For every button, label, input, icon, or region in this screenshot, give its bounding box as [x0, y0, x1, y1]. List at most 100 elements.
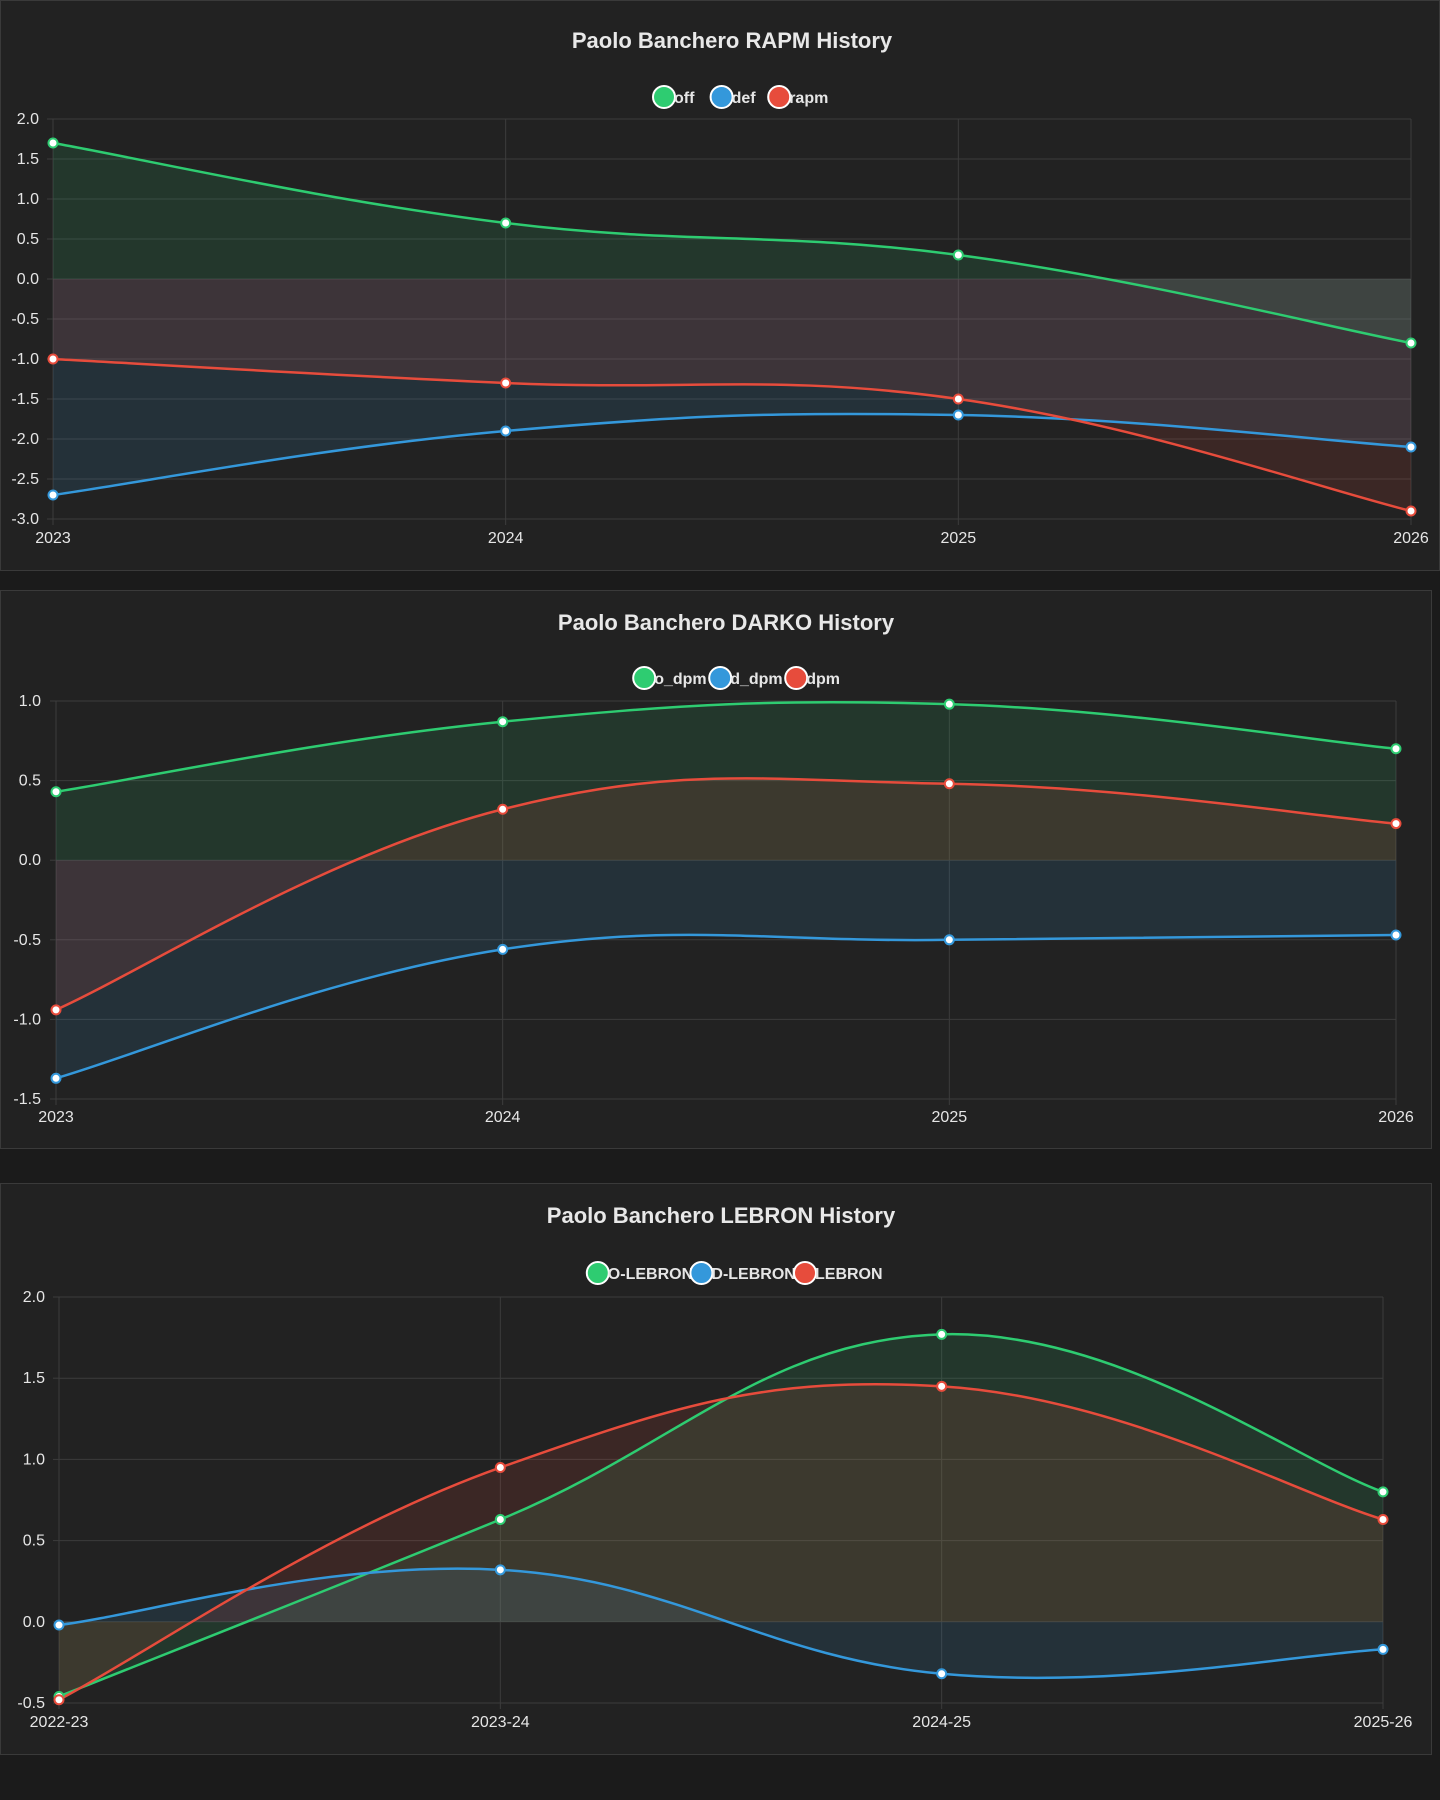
y-tick-label: 1.0: [19, 693, 41, 710]
data-point-o_dpm: [943, 698, 955, 710]
x-tick-label: 2026: [1393, 530, 1429, 547]
x-tick-label: 2023: [35, 530, 71, 547]
legend-item-o_dpm: o_dpm: [632, 666, 707, 690]
darko-chart: Paolo Banchero DARKO History o_dpm d_dpm dp…: [13, 610, 1414, 1126]
data-point-dpm: [497, 803, 509, 815]
chart-title: Paolo Banchero RAPM History: [572, 28, 893, 53]
series-line-def: [52, 412, 1412, 497]
legend-label: O-LEBRON: [608, 1266, 693, 1283]
chart-title: Paolo Banchero DARKO History: [558, 610, 895, 635]
legend-label: D-LEBRON: [711, 1266, 795, 1283]
data-point-rapm: [952, 393, 964, 405]
data-point-dpm: [1390, 818, 1402, 830]
x-tick-label: 2026: [1378, 1109, 1414, 1126]
series-line-o_dpm: [55, 700, 1397, 793]
y-tick-label: -0.5: [13, 932, 41, 949]
legend-swatch: [708, 666, 733, 690]
legend-swatch: [793, 1261, 817, 1285]
y-tick-label: 1.5: [23, 1370, 45, 1387]
y-tick-label: 0.0: [23, 1614, 45, 1631]
series-area-dpm: [56, 778, 1396, 1010]
y-tick-label: -1.5: [11, 391, 39, 408]
chart-title: Paolo Banchero LEBRON History: [547, 1203, 896, 1228]
series-area-off: [53, 143, 1411, 343]
rapm-chart: Paolo Banchero RAPM History off def rapm 2.0…: [11, 28, 1429, 547]
y-tick-label: -0.5: [17, 1695, 45, 1712]
data-point-o-lebron: [1377, 1486, 1389, 1498]
legend-swatch: [585, 1261, 610, 1285]
data-point-o_dpm: [1390, 743, 1402, 755]
legend: off def rapm: [652, 85, 828, 109]
y-tick-label: 0.5: [17, 231, 39, 248]
x-tick-label: 2023-24: [471, 1714, 530, 1731]
legend-swatch: [709, 85, 734, 109]
data-point-rapm: [47, 353, 59, 365]
y-tick-label: 0.5: [23, 1533, 45, 1550]
data-point-d-lebron: [53, 1619, 65, 1631]
legend-label: LEBRON: [815, 1266, 883, 1283]
data-point-def: [47, 489, 59, 501]
y-tick-label: -1.0: [11, 351, 39, 368]
data-point-d_dpm: [1390, 929, 1402, 941]
data-point-d-lebron: [494, 1564, 506, 1576]
legend-label: off: [674, 90, 695, 107]
data-point-off: [47, 137, 59, 149]
data-point-d-lebron: [1377, 1643, 1389, 1655]
data-point-def: [500, 425, 512, 437]
y-tick-label: 0.0: [17, 271, 39, 288]
series-area-o-lebron: [59, 1334, 1383, 1697]
data-point-rapm: [500, 377, 512, 389]
data-point-d_dpm: [943, 934, 955, 946]
data-point-dpm: [50, 1004, 62, 1016]
series-area-d-lebron: [59, 1568, 1383, 1678]
legend-item-dpm: dpm: [784, 666, 840, 690]
data-point-d_dpm: [497, 943, 509, 955]
x-tick-label: 2024-25: [912, 1714, 971, 1731]
y-tick-label: 1.0: [17, 191, 39, 208]
rapm-chart-panel: Paolo Banchero RAPM History off def rapm 2.0…: [0, 0, 1440, 571]
y-tick-label: 2.0: [23, 1289, 45, 1306]
x-tick-label: 2025: [932, 1109, 968, 1126]
lebron-chart-panel: Paolo Banchero LEBRON History O-LEBRON D-L…: [0, 1183, 1432, 1755]
legend-label: dpm: [806, 671, 840, 688]
y-tick-label: -1.5: [13, 1091, 41, 1108]
legend-label: rapm: [789, 90, 828, 107]
data-point-lebron: [53, 1694, 65, 1706]
y-tick-label: 0.0: [19, 852, 41, 869]
series-area-o_dpm: [56, 702, 1396, 861]
data-point-o-lebron: [494, 1513, 506, 1525]
data-point-lebron: [1377, 1513, 1389, 1525]
y-tick-label: 1.5: [17, 151, 39, 168]
legend-item-rapm: rapm: [767, 85, 828, 109]
legend: O-LEBRON D-LEBRON LEBRON: [585, 1261, 883, 1285]
legend-swatch: [689, 1261, 714, 1285]
data-point-lebron: [936, 1380, 948, 1392]
legend-swatch: [784, 666, 809, 690]
data-point-o_dpm: [497, 716, 509, 728]
data-point-off: [500, 217, 512, 229]
y-tick-label: -1.0: [13, 1011, 41, 1028]
series-area-def: [53, 279, 1411, 495]
y-tick-label: -3.0: [11, 511, 39, 528]
series-area-d_dpm: [56, 860, 1396, 1079]
series-line-d_dpm: [55, 933, 1397, 1080]
data-point-d-lebron: [936, 1668, 948, 1680]
legend-item-lebron: LEBRON: [793, 1261, 883, 1285]
series-line-off: [52, 141, 1412, 345]
legend-swatch: [652, 85, 676, 109]
series-line-dpm: [55, 777, 1397, 1011]
y-tick-label: -2.0: [11, 431, 39, 448]
series-area-lebron: [59, 1384, 1383, 1700]
y-tick-label: -2.5: [11, 471, 39, 488]
legend-item-d_dpm: d_dpm: [708, 666, 783, 690]
data-point-def: [1405, 441, 1417, 453]
y-tick-label: 2.0: [17, 111, 39, 128]
series-line-rapm: [52, 357, 1412, 513]
legend-item-o-lebron: O-LEBRON: [585, 1261, 693, 1285]
y-tick-label: 0.5: [19, 773, 41, 790]
data-point-lebron: [494, 1462, 506, 1474]
legend-swatch: [632, 666, 657, 690]
x-tick-label: 2025-26: [1354, 1714, 1413, 1731]
data-point-off: [952, 249, 964, 261]
legend-item-def: def: [709, 85, 756, 109]
